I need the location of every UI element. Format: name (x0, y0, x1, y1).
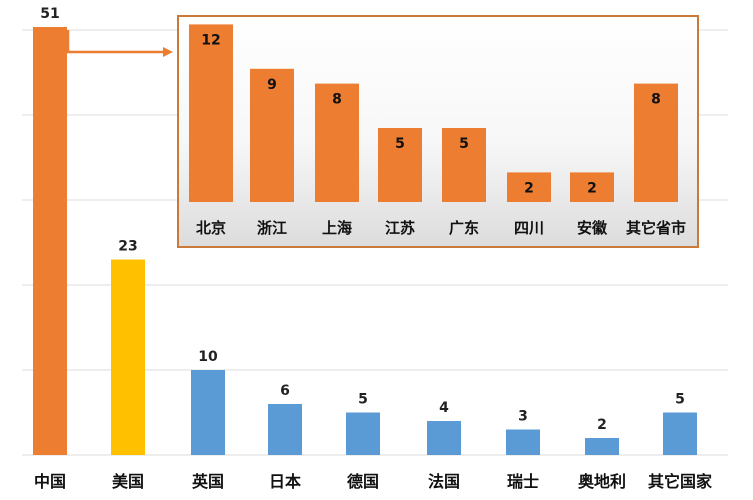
main-category-label: 德国 (347, 472, 379, 491)
inset-panel: 12 9 8 5 5 2 2 8 北京 浙江 上海 江苏 广东 四川 安徽 其它省市 (177, 15, 699, 248)
inset-category-labels: 北京 浙江 上海 江苏 广东 四川 安徽 其它省市 (196, 219, 686, 237)
main-category-label: 其它国家 (648, 472, 713, 491)
inset-bar (634, 83, 678, 202)
main-bar (191, 370, 225, 455)
inset-bar (442, 128, 486, 202)
main-bar (585, 438, 619, 455)
inset-category-label: 北京 (196, 219, 226, 237)
main-category-label: 日本 (269, 472, 301, 491)
inset-category-label: 广东 (449, 219, 479, 237)
main-category-label: 英国 (191, 472, 224, 491)
main-value-label: 3 (518, 409, 528, 425)
main-category-labels: 中国 美国 英国 日本 德国 法国 瑞士 奥地利 其它国家 (34, 472, 713, 491)
inset-value-label: 8 (651, 92, 661, 108)
inset-bar (189, 24, 233, 203)
main-bar (663, 412, 697, 455)
inset-value-label: 9 (267, 77, 277, 93)
main-value-label: 6 (280, 383, 290, 399)
main-category-label: 中国 (34, 472, 66, 491)
main-bar (33, 27, 67, 455)
main-value-label: 4 (439, 400, 449, 416)
main-value-label: 10 (198, 349, 218, 365)
main-value-labels: 51 23 10 6 5 4 3 2 5 (40, 6, 685, 433)
main-category-label: 法国 (428, 472, 460, 491)
inset-bar (570, 172, 614, 202)
main-value-label: 51 (40, 6, 59, 22)
inset-category-label: 上海 (322, 219, 352, 237)
inset-value-label: 5 (395, 136, 405, 152)
inset-category-label: 四川 (514, 219, 544, 237)
inset-value-label: 12 (201, 32, 220, 48)
main-category-label: 美国 (112, 472, 144, 491)
main-value-label: 5 (675, 392, 685, 408)
inset-value-label: 8 (332, 92, 342, 108)
main-bar (506, 429, 540, 455)
main-bar (346, 412, 380, 455)
main-bar (268, 404, 302, 455)
main-bars (33, 27, 697, 455)
callout-arrow (66, 30, 173, 57)
inset-category-label: 安徽 (577, 219, 608, 237)
inset-bar (250, 68, 294, 202)
inset-value-label: 2 (524, 180, 534, 196)
inset-value-label: 2 (587, 180, 597, 196)
main-value-label: 23 (118, 239, 137, 255)
main-value-label: 2 (597, 417, 607, 433)
inset-category-label: 江苏 (385, 219, 415, 237)
inset-bars (189, 24, 678, 203)
inset-category-label: 浙江 (257, 219, 287, 237)
main-category-label: 瑞士 (507, 472, 539, 491)
inset-bar (315, 83, 359, 202)
main-value-label: 5 (358, 392, 368, 408)
main-bar (427, 421, 461, 455)
inset-category-label: 其它省市 (626, 219, 686, 237)
main-bar (111, 259, 145, 455)
inset-value-label: 5 (459, 136, 469, 152)
main-category-label: 奥地利 (578, 472, 626, 491)
inset-bar (507, 172, 551, 202)
inset-value-labels: 12 9 8 5 5 2 2 8 (201, 32, 661, 196)
inset-bar (378, 128, 422, 202)
